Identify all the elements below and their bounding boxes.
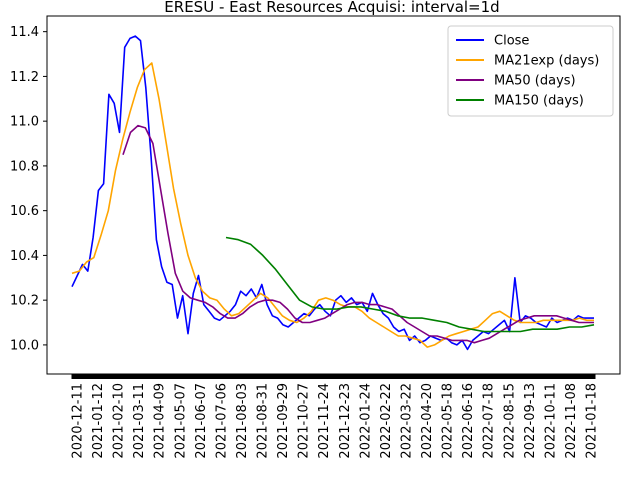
x-tick-label: 2022-04-20 (420, 383, 435, 459)
x-minor-ticks (71, 374, 596, 379)
x-tick-label: 2021-07-06 (214, 383, 229, 459)
x-tick-label: 2022-07-18 (482, 383, 497, 459)
x-tick-label: 2022-10-11 (543, 383, 558, 459)
chart-title: ERESU - East Resources Acquisi: interval… (164, 0, 499, 16)
x-tick-label: 2022-06-16 (461, 383, 476, 459)
x-tick-label: 2022-11-08 (564, 383, 579, 459)
x-tick-label: 2022-08-15 (502, 383, 517, 459)
y-tick-label: 10.4 (10, 249, 39, 264)
x-tick-label: 2021-04-09 (153, 383, 168, 459)
series-line-ma21exp-days (71, 62, 594, 348)
legend-label: MA21exp (days) (494, 54, 599, 69)
y-tick-label: 11.4 (10, 25, 39, 40)
x-tick-label: 2021-03-11 (132, 383, 147, 459)
x-tick-label: 2021-08-03 (235, 383, 250, 459)
x-tick-label: 2021-06-07 (194, 383, 209, 459)
x-tick-label: 2020-12-11 (71, 383, 86, 459)
x-tick-label: 2021-12-23 (338, 383, 353, 459)
series-line-close (71, 35, 594, 351)
x-tick-label: 2022-09-13 (523, 383, 538, 459)
x-tick-label: 2022-02-22 (379, 383, 394, 459)
plot-frame (46, 15, 621, 375)
x-tick-label: 2021-11-24 (317, 383, 332, 459)
y-tick-label: 10.8 (10, 159, 39, 174)
plot-series (71, 35, 595, 351)
y-tick-label: 11.0 (10, 115, 39, 130)
x-tick-label: 2021-08-31 (256, 383, 271, 459)
x-tick-label: 2022-05-18 (441, 383, 456, 459)
legend-label: MA50 (days) (494, 74, 576, 89)
x-tick-label: 2022-03-22 (399, 383, 414, 459)
y-tick-label: 10.0 (10, 338, 39, 353)
x-axis: 2020-12-11 2021-01-12 2021-02-10 2021-03-11… (71, 374, 600, 459)
x-tick-label: 2021-10-27 (297, 383, 312, 459)
series-line-ma50-days (122, 124, 594, 344)
y-tick-label: 11.2 (10, 70, 39, 85)
legend: Close MA21exp (days) MA50 (days) MA150 (day… (447, 25, 614, 117)
x-tick-label: 2021-09-29 (276, 383, 291, 459)
x-tick-label: 2021-01-12 (91, 383, 106, 459)
x-tick-label: 2021-01-18 (585, 383, 600, 459)
series-line-ma150-days (225, 236, 595, 333)
x-tick-label: 2021-05-07 (173, 383, 188, 459)
legend-box (447, 25, 614, 117)
x-tick-label: 2022-01-24 (358, 383, 373, 459)
y-tick-label: 10.6 (10, 204, 39, 219)
y-axis: 10.0 10.2 10.4 10.6 10.8 11.0 11.2 11.4 (10, 25, 47, 353)
x-tick-label: 2021-02-10 (112, 383, 127, 459)
legend-label: MA150 (days) (494, 94, 584, 109)
y-tick-label: 10.2 (10, 294, 39, 309)
legend-label: Close (494, 34, 529, 49)
